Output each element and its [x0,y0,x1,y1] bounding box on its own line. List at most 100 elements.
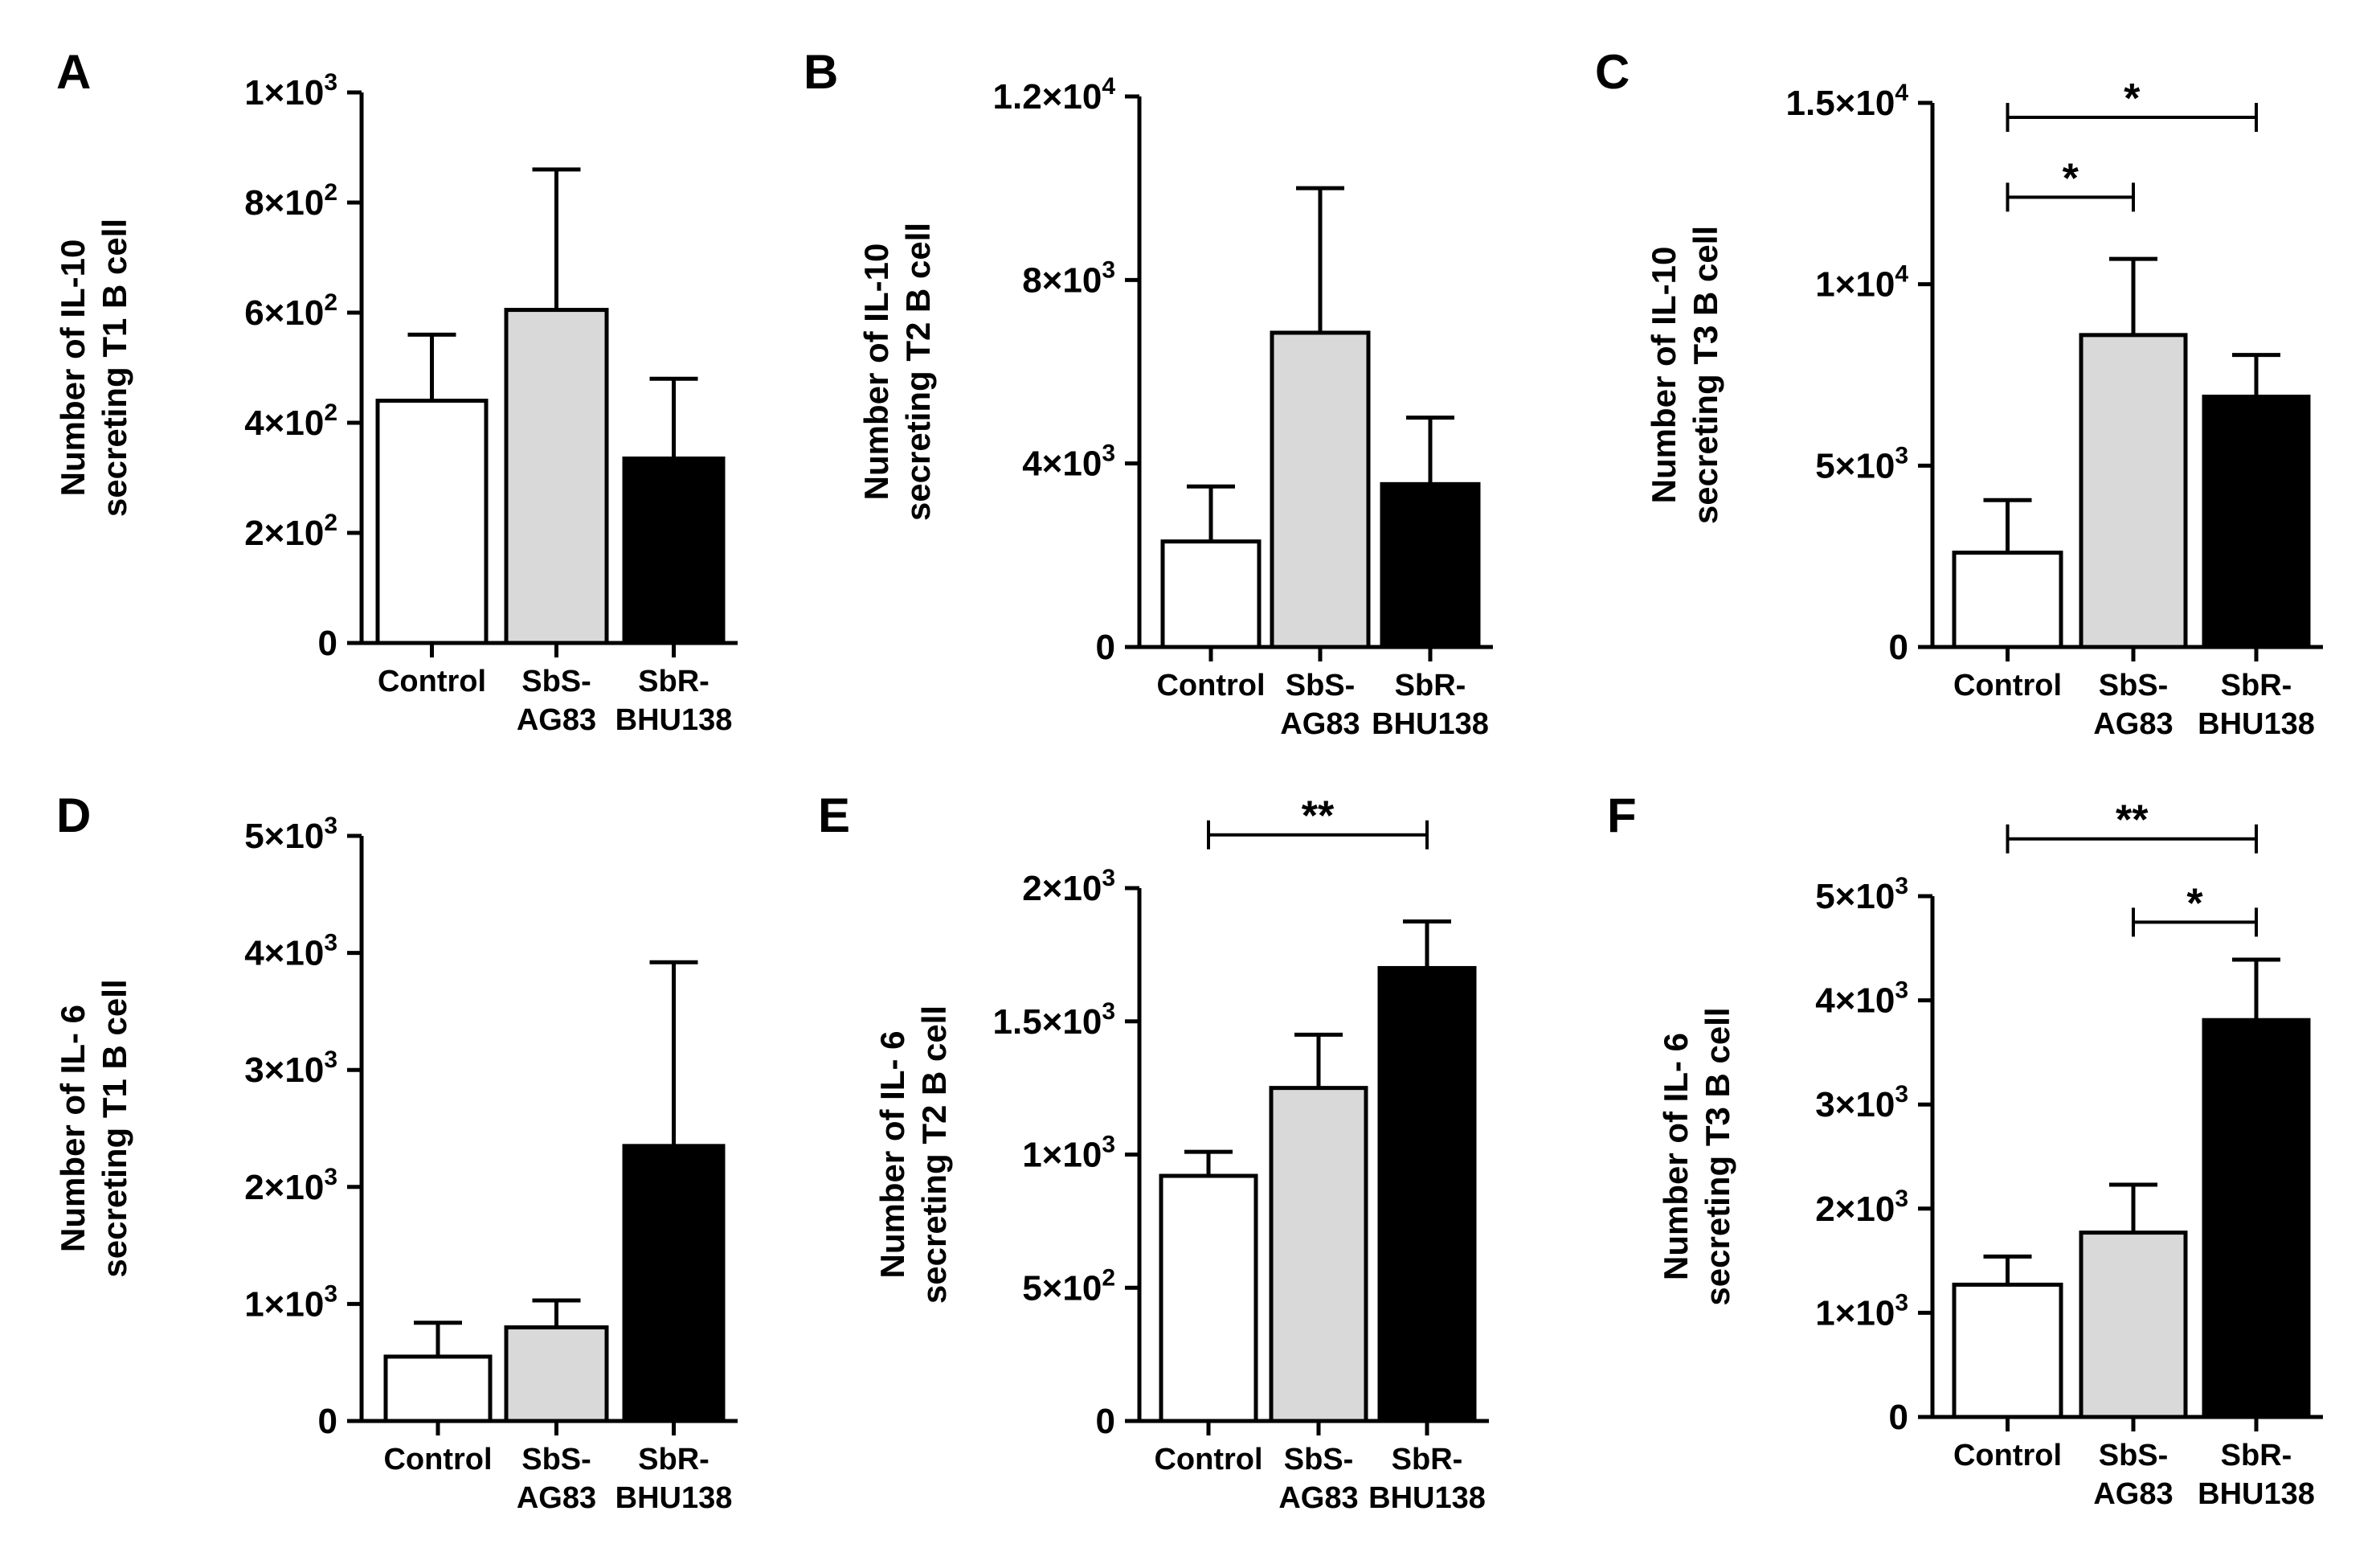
panel-letter: F [1607,788,1637,842]
significance-label: ** [1302,793,1335,840]
bar-sbs-ag83 [1270,330,1371,649]
x-category-label: SbS- [2099,669,2169,702]
y-axis-label: secreting T3 B cell [1687,226,1724,524]
y-tick-label: 1×103 [244,69,337,113]
significance-label: * [2063,155,2079,202]
bar-sbs-ag83 [2079,333,2188,649]
y-axis-label: Number of IL- 6 [1657,1033,1695,1280]
panel-c: C Number of IL-10 secreting T3 B cell 0 5×10… [1595,45,2323,741]
x-category-label: Control [1953,669,2062,702]
bar-sbs-ag83 [1269,1086,1368,1423]
y-tick-label: 3×103 [244,1046,337,1090]
y-tick-label: 3×103 [1815,1081,1908,1124]
x-category-label: Control [383,1443,492,1476]
y-tick-label: 4×103 [1022,440,1115,484]
y-tick-label: 0 [1889,628,1908,667]
y-tick-label: 5×103 [1815,442,1908,485]
bar-control [383,1354,493,1423]
x-category-label: Control [1154,1443,1262,1476]
y-tick-label: 0 [1096,1402,1115,1441]
y-tick-label: 6×102 [244,289,337,333]
panel-letter: A [56,45,91,99]
panel-f: F Number of IL- 6 secreting T3 B cell 0 1×10… [1607,788,2323,1511]
x-category-label: BHU138 [1368,1481,1486,1515]
x-category-label: BHU138 [2198,707,2315,741]
x-category-label: SbR- [2221,669,2292,702]
y-tick-label: 4×103 [244,930,337,973]
bar-control [1159,1173,1258,1423]
bar-sbr-bhu138 [2202,1018,2311,1419]
bar-sbr-bhu138 [1377,965,1477,1423]
y-axis-label: secreting T1 B cell [96,979,133,1277]
x-category-label: SbS- [1284,1443,1354,1476]
x-category-label: SbR- [638,665,710,698]
x-category-label: AG83 [2093,1477,2173,1511]
y-tick-label: 1×103 [1815,1289,1908,1333]
y-tick-label: 2×103 [1815,1185,1908,1229]
x-category-label: SbS- [2099,1439,2169,1472]
y-axis-label: Number of IL-10 [54,240,92,497]
significance-label: * [2186,880,2203,927]
y-tick-label: 1.5×104 [1786,80,1909,123]
y-axis-label: Number of IL- 6 [54,1005,92,1252]
x-category-label: Control [1156,669,1265,702]
panel-a: A Number of IL-10 secreting T1 B cell 0 2×10… [54,45,738,737]
y-axis-label: Number of IL-10 [857,244,895,501]
y-tick-label: 2×102 [244,510,337,553]
y-axis-label: secreting T2 B cell [915,1005,953,1304]
significance-label: * [2124,76,2141,122]
x-category-label: SbR- [2221,1439,2292,1472]
y-tick-label: 1×103 [1022,1132,1115,1175]
x-category-label: BHU138 [615,703,733,737]
y-tick-label: 0 [318,1402,337,1441]
bar-sbr-bhu138 [2202,395,2311,649]
y-tick-label: 2×103 [244,1164,337,1207]
bar-control [1952,1282,2063,1419]
significance-label: ** [2116,797,2149,844]
bar-sbr-bhu138 [1380,481,1481,649]
y-axis-label: secreting T3 B cell [1699,1007,1736,1305]
y-tick-label: 0 [1889,1398,1908,1437]
x-category-label: SbR- [1395,669,1466,702]
x-category-label: SbS- [521,1443,591,1476]
x-category-label: AG83 [517,1481,596,1515]
x-category-label: SbR- [1392,1443,1463,1476]
y-tick-label: 5×102 [1022,1264,1115,1308]
panel-letter: D [56,788,91,842]
y-axis-label: secreting T2 B cell [899,223,937,521]
y-axis-label: Number of IL-10 [1645,247,1683,504]
bar-sbr-bhu138 [622,1144,726,1423]
y-tick-label: 1.5×103 [993,998,1116,1042]
y-tick-label: 8×102 [244,179,337,223]
bar-control [1160,539,1262,649]
x-category-label: SbS- [521,665,591,698]
y-tick-label: 8×103 [1022,256,1115,300]
y-tick-label: 5×103 [244,813,337,856]
x-category-label: BHU138 [2198,1477,2315,1511]
panel-letter: E [818,788,850,842]
y-tick-label: 1×103 [244,1280,337,1324]
x-category-label: AG83 [2093,707,2173,741]
y-tick-label: 4×103 [1815,977,1908,1021]
x-category-label: AG83 [517,703,596,737]
bar-sbs-ag83 [504,1325,609,1423]
x-category-label: SbR- [638,1443,710,1476]
y-axis-label: Number of IL- 6 [873,1030,911,1278]
y-tick-label: 5×103 [1815,873,1908,916]
panel-letter: C [1595,45,1630,99]
x-category-label: Control [378,665,486,698]
panel-b: B Number of IL-10 secreting T2 B cell 0 4×10… [804,45,1493,741]
panel-d: D Number of IL- 6 secreting T1 B cell 0 1×10… [54,788,738,1515]
panel-letter: B [804,45,838,99]
y-tick-label: 0 [1096,628,1115,667]
bar-sbs-ag83 [504,308,609,645]
bar-control [375,399,489,645]
x-category-label: Control [1953,1439,2062,1472]
bar-control [1952,551,2063,649]
y-tick-label: 1×104 [1815,261,1908,305]
panel-e: E Number of IL- 6 secreting T2 B cell 0 5×10… [818,788,1489,1515]
bar-sbs-ag83 [2079,1231,2188,1419]
y-tick-label: 2×103 [1022,865,1115,908]
x-category-label: AG83 [1280,707,1360,741]
